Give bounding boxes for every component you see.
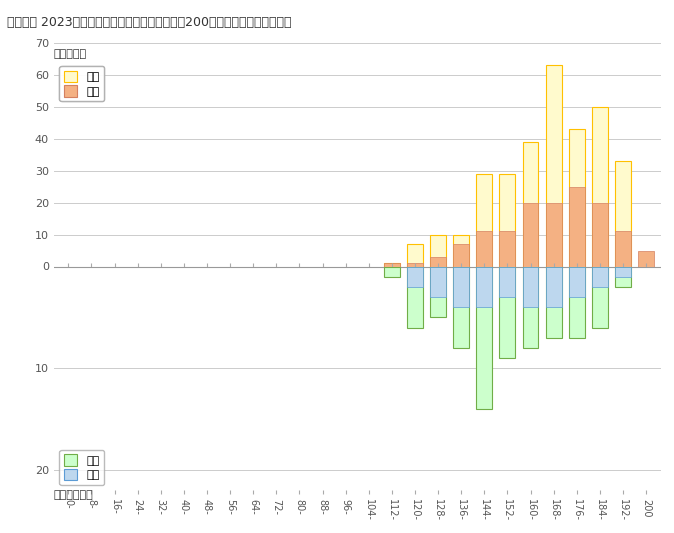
Bar [454,266,469,348]
Bar [615,266,631,277]
Bar [454,266,469,307]
Text: 東大入試 2023　（共通テスト）　　　　国語（200点満点）　得点開示集計: 東大入試 2023 （共通テスト） 国語（200点満点） 得点開示集計 [7,16,291,29]
Bar [522,142,539,266]
Bar [407,266,423,287]
Bar [592,266,608,287]
Bar [615,161,631,266]
Bar [499,174,516,266]
Bar [569,266,585,297]
Bar [546,266,561,307]
Bar [477,266,492,307]
Legend: 理系, 文系: 理系, 文系 [59,66,104,101]
Bar [384,263,400,266]
Bar [592,266,608,328]
Legend: 理系, 文系: 理系, 文系 [59,450,104,485]
Bar [407,244,423,266]
Bar [430,266,446,297]
Bar [477,231,492,266]
Bar [569,266,585,338]
Text: 【合格者】: 【合格者】 [54,50,87,59]
Bar [384,266,400,277]
Bar [522,266,539,348]
Bar [407,266,423,328]
Bar [615,231,631,266]
Bar [546,203,561,266]
Bar [477,174,492,266]
Bar [430,257,446,266]
Bar [454,235,469,266]
Bar [638,251,654,266]
Text: 【不合格者】: 【不合格者】 [54,490,94,500]
Bar [499,231,516,266]
Bar [430,266,446,317]
Bar [546,266,561,338]
Bar [592,107,608,266]
Bar [499,266,516,297]
Bar [546,65,561,266]
Bar [522,203,539,266]
Bar [592,203,608,266]
Bar [499,266,516,358]
Bar [615,266,631,287]
Bar [384,263,400,266]
Bar [477,266,492,409]
Bar [430,235,446,266]
Bar [569,187,585,266]
Bar [407,263,423,266]
Bar [522,266,539,307]
Bar [454,244,469,266]
Bar [569,129,585,266]
